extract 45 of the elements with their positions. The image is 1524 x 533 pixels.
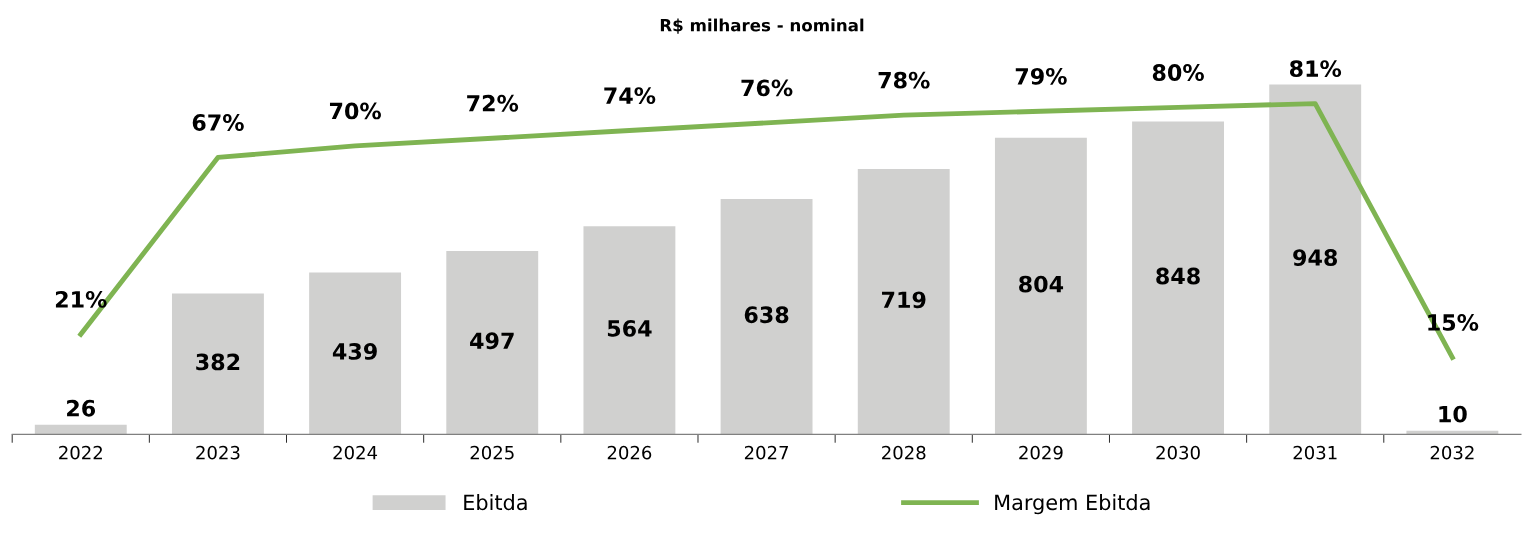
data-label: 948 xyxy=(1293,249,1338,266)
data-label: 72% xyxy=(467,94,519,112)
legend-label: Ebitda xyxy=(464,494,527,511)
data-label: 21% xyxy=(55,290,107,308)
data-label: 81% xyxy=(1289,60,1342,78)
data-label: 78% xyxy=(878,71,930,89)
x-tick-label: 2029 xyxy=(1019,445,1063,460)
data-label: 26 xyxy=(67,399,96,417)
data-label: 804 xyxy=(1019,275,1064,293)
x-tick-label: 2026 xyxy=(607,445,652,460)
bar xyxy=(720,198,813,435)
legend-label: Margem Ebitda xyxy=(995,494,1150,515)
x-tick-label: 2032 xyxy=(1430,445,1474,460)
bar xyxy=(446,250,539,435)
bar xyxy=(34,424,127,435)
bar xyxy=(857,169,950,435)
x-tick-label: 2025 xyxy=(470,445,514,460)
bar xyxy=(1269,84,1362,435)
x-tick-label: 2030 xyxy=(1156,445,1200,460)
data-label: 67% xyxy=(192,114,244,131)
data-label: 638 xyxy=(744,306,789,324)
data-label: 382 xyxy=(196,353,240,371)
data-label: 70% xyxy=(329,102,381,120)
bar xyxy=(171,293,264,435)
data-label: 439 xyxy=(332,343,377,360)
data-label: 79% xyxy=(1015,67,1067,85)
bar xyxy=(583,226,676,435)
bar xyxy=(309,272,402,435)
data-label: 848 xyxy=(1156,267,1200,285)
data-label: 497 xyxy=(470,332,514,350)
x-tick-label: 2022 xyxy=(59,445,102,460)
x-tick-label: 2027 xyxy=(744,445,788,460)
x-tick-label: 2024 xyxy=(333,445,378,460)
data-label: 76% xyxy=(741,79,793,97)
x-tick-label: 2031 xyxy=(1293,445,1337,460)
data-label: 80% xyxy=(1152,64,1204,81)
bar xyxy=(994,137,1087,435)
x-tick-label: 2023 xyxy=(196,445,240,460)
bar xyxy=(1132,121,1224,435)
data-label: 719 xyxy=(882,291,926,309)
data-label: 74% xyxy=(604,87,656,104)
x-tick-label: 2028 xyxy=(882,445,926,460)
data-label: 10 xyxy=(1439,405,1467,423)
chart-title: R$ milhares - nominal xyxy=(660,18,864,34)
data-label: 564 xyxy=(607,319,652,337)
